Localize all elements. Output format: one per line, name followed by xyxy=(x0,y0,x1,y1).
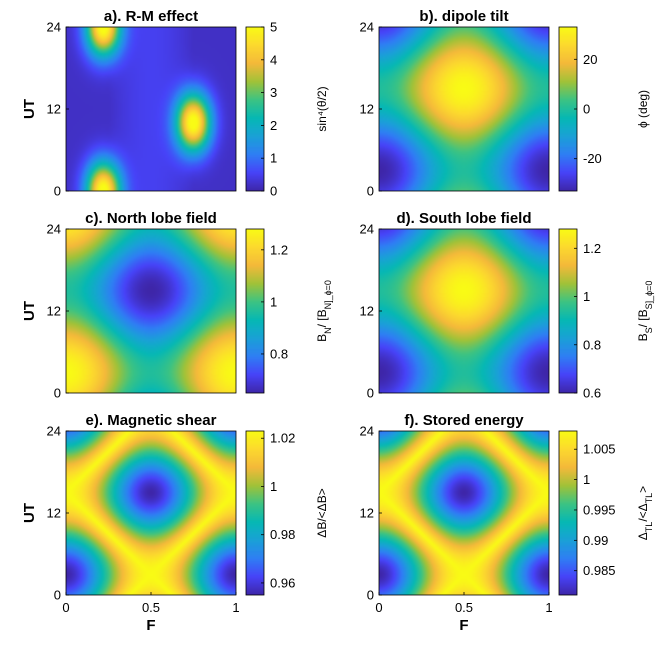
panel-a-cbtick-label: 5 xyxy=(270,20,277,35)
panel-c: c). North lobe field 0 12 24 UT 1.2 1 0.8 BN/ [B… xyxy=(21,210,333,401)
panel-d-cbtick-label: 1 xyxy=(583,289,590,304)
panel-c-ytick-label: 24 xyxy=(47,222,61,237)
panel-a-ylabel: UT xyxy=(21,99,38,119)
panel-c-colorbar xyxy=(246,229,264,393)
panel-a-cbtick-label: 4 xyxy=(270,52,277,67)
panel-f-ytick-label: 0 xyxy=(367,588,374,603)
panel-e: e). Magnetic shear 0 12 24 0 0.5 1 UT F 1.02 1 0.98… xyxy=(21,412,329,634)
panel-e-cbtick-label: 1 xyxy=(270,479,277,494)
panel-e-xtick-label: 1 xyxy=(232,600,239,615)
panel-e-ytick-label: 12 xyxy=(47,506,61,521)
panel-c-cbtick-label: 0.8 xyxy=(270,346,288,361)
panel-a-colorbar xyxy=(246,27,264,191)
panel-c-cbtick-label: 1 xyxy=(270,294,277,309)
panel-e-colorbar-frame xyxy=(245,430,265,596)
panel-e-ytick-label: 24 xyxy=(47,424,61,439)
panel-d-cbtick-label: 0.6 xyxy=(583,386,601,401)
panel-f-title: f). Stored energy xyxy=(404,412,524,429)
panel-e-heatmap xyxy=(66,431,236,595)
panel-f-colorbar xyxy=(559,431,577,595)
panel-c-title: c). North lobe field xyxy=(85,210,217,227)
panel-e-xtick-label: 0.5 xyxy=(142,600,160,615)
panel-b-colorbar-label: ϕ (deg) xyxy=(636,90,650,128)
panel-e-colorbar xyxy=(246,431,264,595)
panel-b-heatmap xyxy=(379,27,549,191)
panel-f-xtick-label: 1 xyxy=(545,600,552,615)
panel-c-colorbar-label: BN/ [BN]_ϕ=0 xyxy=(315,280,333,342)
panel-a-colorbar-label: sin⁴(θ/2) xyxy=(315,86,329,131)
panel-c-heatmap xyxy=(66,229,236,393)
panel-e-cbtick-label: 0.98 xyxy=(270,527,295,542)
panel-a-ytick-label: 12 xyxy=(47,102,61,117)
panel-d-colorbar-frame xyxy=(558,228,578,394)
panel-a-cbtick-label: 3 xyxy=(270,85,277,100)
panel-b-cbtick-label: 20 xyxy=(583,52,597,67)
panel-d-ytick-label: 0 xyxy=(367,386,374,401)
panel-d-cbtick-label: 0.8 xyxy=(583,337,601,352)
panel-c-ytick-label: 0 xyxy=(54,386,61,401)
panel-a-ytick-label: 0 xyxy=(54,184,61,199)
panel-b-ytick-label: 24 xyxy=(360,20,374,35)
panel-b-title: b). dipole tilt xyxy=(419,8,508,25)
panel-b: b). dipole tilt 0 12 24 20 0 -20 ϕ (deg) xyxy=(360,8,650,199)
panel-f-xlabel: F xyxy=(459,617,468,634)
panel-e-xlabel: F xyxy=(146,617,155,634)
panel-d-ytick-label: 12 xyxy=(360,304,374,319)
panel-c-ylabel: UT xyxy=(21,301,38,321)
panel-b-cbtick-label: 0 xyxy=(583,102,590,117)
panel-c-cbtick-label: 1.2 xyxy=(270,242,288,257)
panel-d-colorbar-label: BS/ [BS]_ϕ=0 xyxy=(636,281,654,342)
panel-f-cbtick-label: 1 xyxy=(583,472,590,487)
panel-f-cbtick-label: 1.005 xyxy=(583,442,616,457)
panel-c-colorbar-frame xyxy=(245,228,265,394)
panel-f-ytick-label: 24 xyxy=(360,424,374,439)
panel-a-colorbar-frame xyxy=(245,26,265,192)
panel-e-xtick-label: 0 xyxy=(62,600,69,615)
panel-f: f). Stored energy 0 12 24 0 0.5 1 F 1.005 1 0.995 0… xyxy=(360,412,654,634)
panel-a-heatmap xyxy=(66,27,236,191)
panel-f-colorbar-frame xyxy=(558,430,578,596)
panel-e-title: e). Magnetic shear xyxy=(86,412,217,429)
panel-f-cbtick-label: 0.985 xyxy=(583,563,616,578)
panel-d-cbtick-label: 1.2 xyxy=(583,241,601,256)
panel-e-colorbar-label: ΔB/<ΔB> xyxy=(315,488,329,537)
panel-f-cbtick-label: 0.995 xyxy=(583,502,616,517)
panel-a-cbtick-label: 2 xyxy=(270,118,277,133)
panel-d-colorbar xyxy=(559,229,577,393)
panel-f-ytick-label: 12 xyxy=(360,506,374,521)
panel-d-heatmap xyxy=(379,229,549,393)
panel-c-ytick-label: 12 xyxy=(47,304,61,319)
panel-e-ylabel: UT xyxy=(21,503,38,523)
panel-f-cbtick-label: 0.99 xyxy=(583,533,608,548)
panel-f-colorbar-label: ΔTL/<ΔTL> xyxy=(636,486,654,540)
panel-b-ytick-label: 0 xyxy=(367,184,374,199)
panel-b-colorbar xyxy=(559,27,577,191)
panel-f-heatmap xyxy=(379,431,549,595)
panel-d-title: d). South lobe field xyxy=(397,210,532,227)
panel-e-cbtick-label: 0.96 xyxy=(270,575,295,590)
panel-f-xtick-label: 0 xyxy=(375,600,382,615)
panel-e-cbtick-label: 1.02 xyxy=(270,431,295,446)
panel-b-cbtick-label: -20 xyxy=(583,151,602,166)
panel-d: d). South lobe field 0 12 24 1.2 1 0.8 0.6 BS/ [… xyxy=(360,210,654,401)
panel-a-title: a). R-M effect xyxy=(104,8,198,25)
panel-b-ytick-label: 12 xyxy=(360,102,374,117)
panel-a-ytick-label: 24 xyxy=(47,20,61,35)
panel-e-ytick-label: 0 xyxy=(54,588,61,603)
panel-d-ytick-label: 24 xyxy=(360,222,374,237)
panel-a-cbtick-label: 0 xyxy=(270,184,277,199)
panel-a-cbtick-label: 1 xyxy=(270,151,277,166)
panel-f-xtick-label: 0.5 xyxy=(455,600,473,615)
